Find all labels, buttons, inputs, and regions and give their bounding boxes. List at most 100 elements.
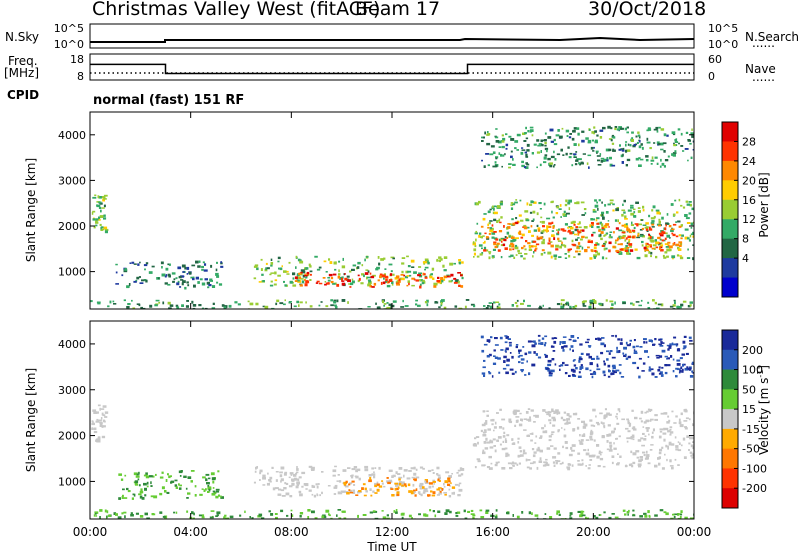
power-cell-2 <box>366 276 368 280</box>
power-cell-4 <box>666 213 669 216</box>
velocity-cell-4 <box>668 441 672 445</box>
power-cell-2 <box>449 262 454 266</box>
velocity-cell-4 <box>686 435 690 438</box>
velocity-cell-3 <box>399 482 402 486</box>
freq-label: Freq. <box>8 54 38 68</box>
power-cell-5 <box>493 242 497 246</box>
velocity-cell-4 <box>663 438 666 442</box>
power-cell-6 <box>566 135 569 137</box>
power-cell-4 <box>603 234 606 237</box>
velocity-cell-5 <box>600 351 604 355</box>
power-cell-4 <box>567 250 570 253</box>
power-cell-2 <box>357 261 361 265</box>
power-cell-2 <box>367 279 371 282</box>
power-cell-6 <box>587 154 592 157</box>
power-cell-6 <box>526 149 530 152</box>
velocity-cell-4 <box>642 451 646 454</box>
power-cell-4 <box>655 209 660 212</box>
power-cell-4 <box>632 208 636 211</box>
velocity-cell-3 <box>413 489 416 492</box>
power-cell-7 <box>186 300 189 302</box>
power-cell-6 <box>543 139 547 142</box>
power-cell-6 <box>502 137 506 141</box>
power-cell-4 <box>482 235 485 237</box>
nave-dots: ...... <box>752 70 775 84</box>
velocity-cell-4 <box>519 412 522 415</box>
velocity-cell-1 <box>141 497 145 500</box>
velocity-cell-1 <box>134 480 139 484</box>
power-cell-6 <box>626 158 631 162</box>
power-cell-7 <box>296 300 299 304</box>
velocity-cell-6 <box>401 516 404 519</box>
velocity-cell-6 <box>455 512 458 515</box>
velocity-cell-5 <box>615 369 620 372</box>
velocity-cell-5 <box>483 374 486 377</box>
power-cell-2 <box>405 270 409 274</box>
power-cell-4 <box>553 254 558 258</box>
power-cell-3 <box>398 278 401 282</box>
velocity-cell-5 <box>502 367 507 370</box>
velocity-cell-5 <box>585 341 589 344</box>
power-cell-4 <box>645 222 649 225</box>
velocity-cell-4 <box>636 456 640 459</box>
power-cell-3 <box>322 277 326 279</box>
power-colorbar-swatch-6 <box>722 238 738 259</box>
velocity-cell-1 <box>133 493 136 497</box>
velocity-cell-3 <box>430 490 433 493</box>
power-cell-6 <box>574 163 578 166</box>
power-cell-5 <box>644 248 648 252</box>
velocity-cell-1 <box>135 475 140 478</box>
velocity-cell-5 <box>483 343 488 346</box>
velocity-cell-4 <box>642 426 645 428</box>
velocity-cell-1 <box>121 496 124 499</box>
power-cell-2 <box>314 255 318 258</box>
velocity-cell-4 <box>499 443 502 446</box>
velocity-cell-5 <box>578 371 581 374</box>
velocity-cell-4 <box>481 423 486 427</box>
power-cell-7 <box>249 302 254 306</box>
power-cell-5 <box>537 229 541 232</box>
velocity-cell-6 <box>372 510 376 513</box>
velocity-cell-4 <box>562 445 564 449</box>
velocity-cell-6 <box>130 512 133 514</box>
power-cell-6 <box>573 143 577 146</box>
velocity-cell-4 <box>599 453 602 456</box>
power-cell-5 <box>518 230 522 234</box>
velocity-cell-6 <box>381 510 384 512</box>
velocity-cell-2 <box>395 484 399 487</box>
velocity-cell-2 <box>269 476 273 480</box>
velocity-cell-4 <box>486 414 489 417</box>
power-cell-1 <box>128 283 131 286</box>
velocity-cell-4 <box>575 412 578 416</box>
velocity-cell-5 <box>633 352 638 354</box>
power-cell-4 <box>624 223 628 226</box>
power-cell-5 <box>658 224 661 227</box>
power-cell-2 <box>258 281 262 283</box>
power-cell-6 <box>501 134 504 137</box>
power-cell-6 <box>585 137 589 140</box>
power-cell-0 <box>98 201 102 204</box>
power-cell-4 <box>601 214 604 217</box>
power-cell-6 <box>553 165 555 168</box>
power-cell-5 <box>560 228 565 231</box>
velocity-cell-2 <box>284 471 288 474</box>
velocity-cell-5 <box>679 357 683 360</box>
power-cell-4 <box>609 231 613 233</box>
power-cell-4 <box>543 251 546 254</box>
power-cell-3 <box>300 271 303 274</box>
power-cell-4 <box>681 234 684 237</box>
velocity-cell-4 <box>533 451 537 454</box>
velocity-cell-2 <box>443 486 446 488</box>
power-cell-4 <box>558 208 562 210</box>
power-cell-6 <box>557 129 560 132</box>
velocity-cell-4 <box>531 448 535 451</box>
velocity-cell-0 <box>102 425 106 428</box>
velocity-cell-6 <box>393 510 396 513</box>
power-cell-6 <box>494 161 497 164</box>
power-cell-6 <box>553 143 558 146</box>
velocity-cell-5 <box>589 369 592 372</box>
velocity-cell-5 <box>619 342 623 345</box>
velocity-cell-2 <box>262 477 266 480</box>
velocity-cell-4 <box>535 435 538 438</box>
power-cell-5 <box>569 231 573 235</box>
